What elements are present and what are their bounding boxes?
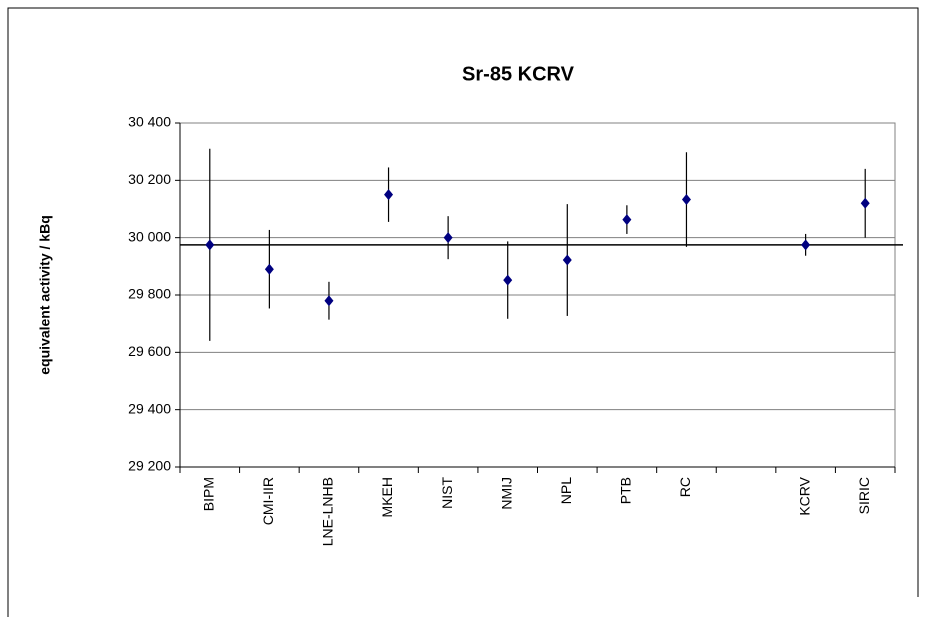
x-tick-label: BIPM bbox=[200, 477, 216, 511]
data-point bbox=[264, 263, 274, 275]
y-tick-label: 29 400 bbox=[128, 400, 171, 416]
x-tick-label: SIRIC bbox=[856, 477, 872, 514]
y-tick-label: 29 200 bbox=[128, 458, 171, 474]
x-tick-label: NIST bbox=[439, 477, 455, 509]
chart-title: Sr-85 KCRV bbox=[462, 63, 575, 85]
x-tick-label: PTB bbox=[618, 477, 634, 504]
data-point bbox=[681, 194, 691, 206]
x-tick-label: NPL bbox=[558, 477, 574, 504]
data-point bbox=[562, 254, 572, 266]
data-point bbox=[384, 189, 394, 201]
y-tick-label: 30 200 bbox=[128, 171, 171, 187]
x-tick-label: KCRV bbox=[796, 476, 812, 515]
x-tick-label: NMIJ bbox=[498, 477, 514, 510]
data-point bbox=[443, 232, 453, 244]
x-tick-label: LNE-LNHB bbox=[320, 477, 336, 546]
chart-frame bbox=[7, 7, 919, 617]
data-point bbox=[503, 274, 513, 286]
data-point bbox=[801, 239, 811, 251]
data-point bbox=[205, 239, 215, 251]
y-tick-label: 30 400 bbox=[128, 114, 171, 130]
y-tick-label: 29 800 bbox=[128, 286, 171, 302]
data-point bbox=[324, 295, 334, 307]
y-tick-label: 30 000 bbox=[128, 228, 171, 244]
x-tick-label: MKEH bbox=[379, 477, 395, 517]
y-tick-label: 29 600 bbox=[128, 343, 171, 359]
x-tick-label: RC bbox=[677, 477, 693, 497]
x-tick-label: CMI-IIR bbox=[260, 477, 276, 525]
data-point bbox=[860, 197, 870, 209]
y-axis-label: equivalent activity / kBq bbox=[37, 215, 53, 375]
data-point bbox=[622, 214, 632, 226]
